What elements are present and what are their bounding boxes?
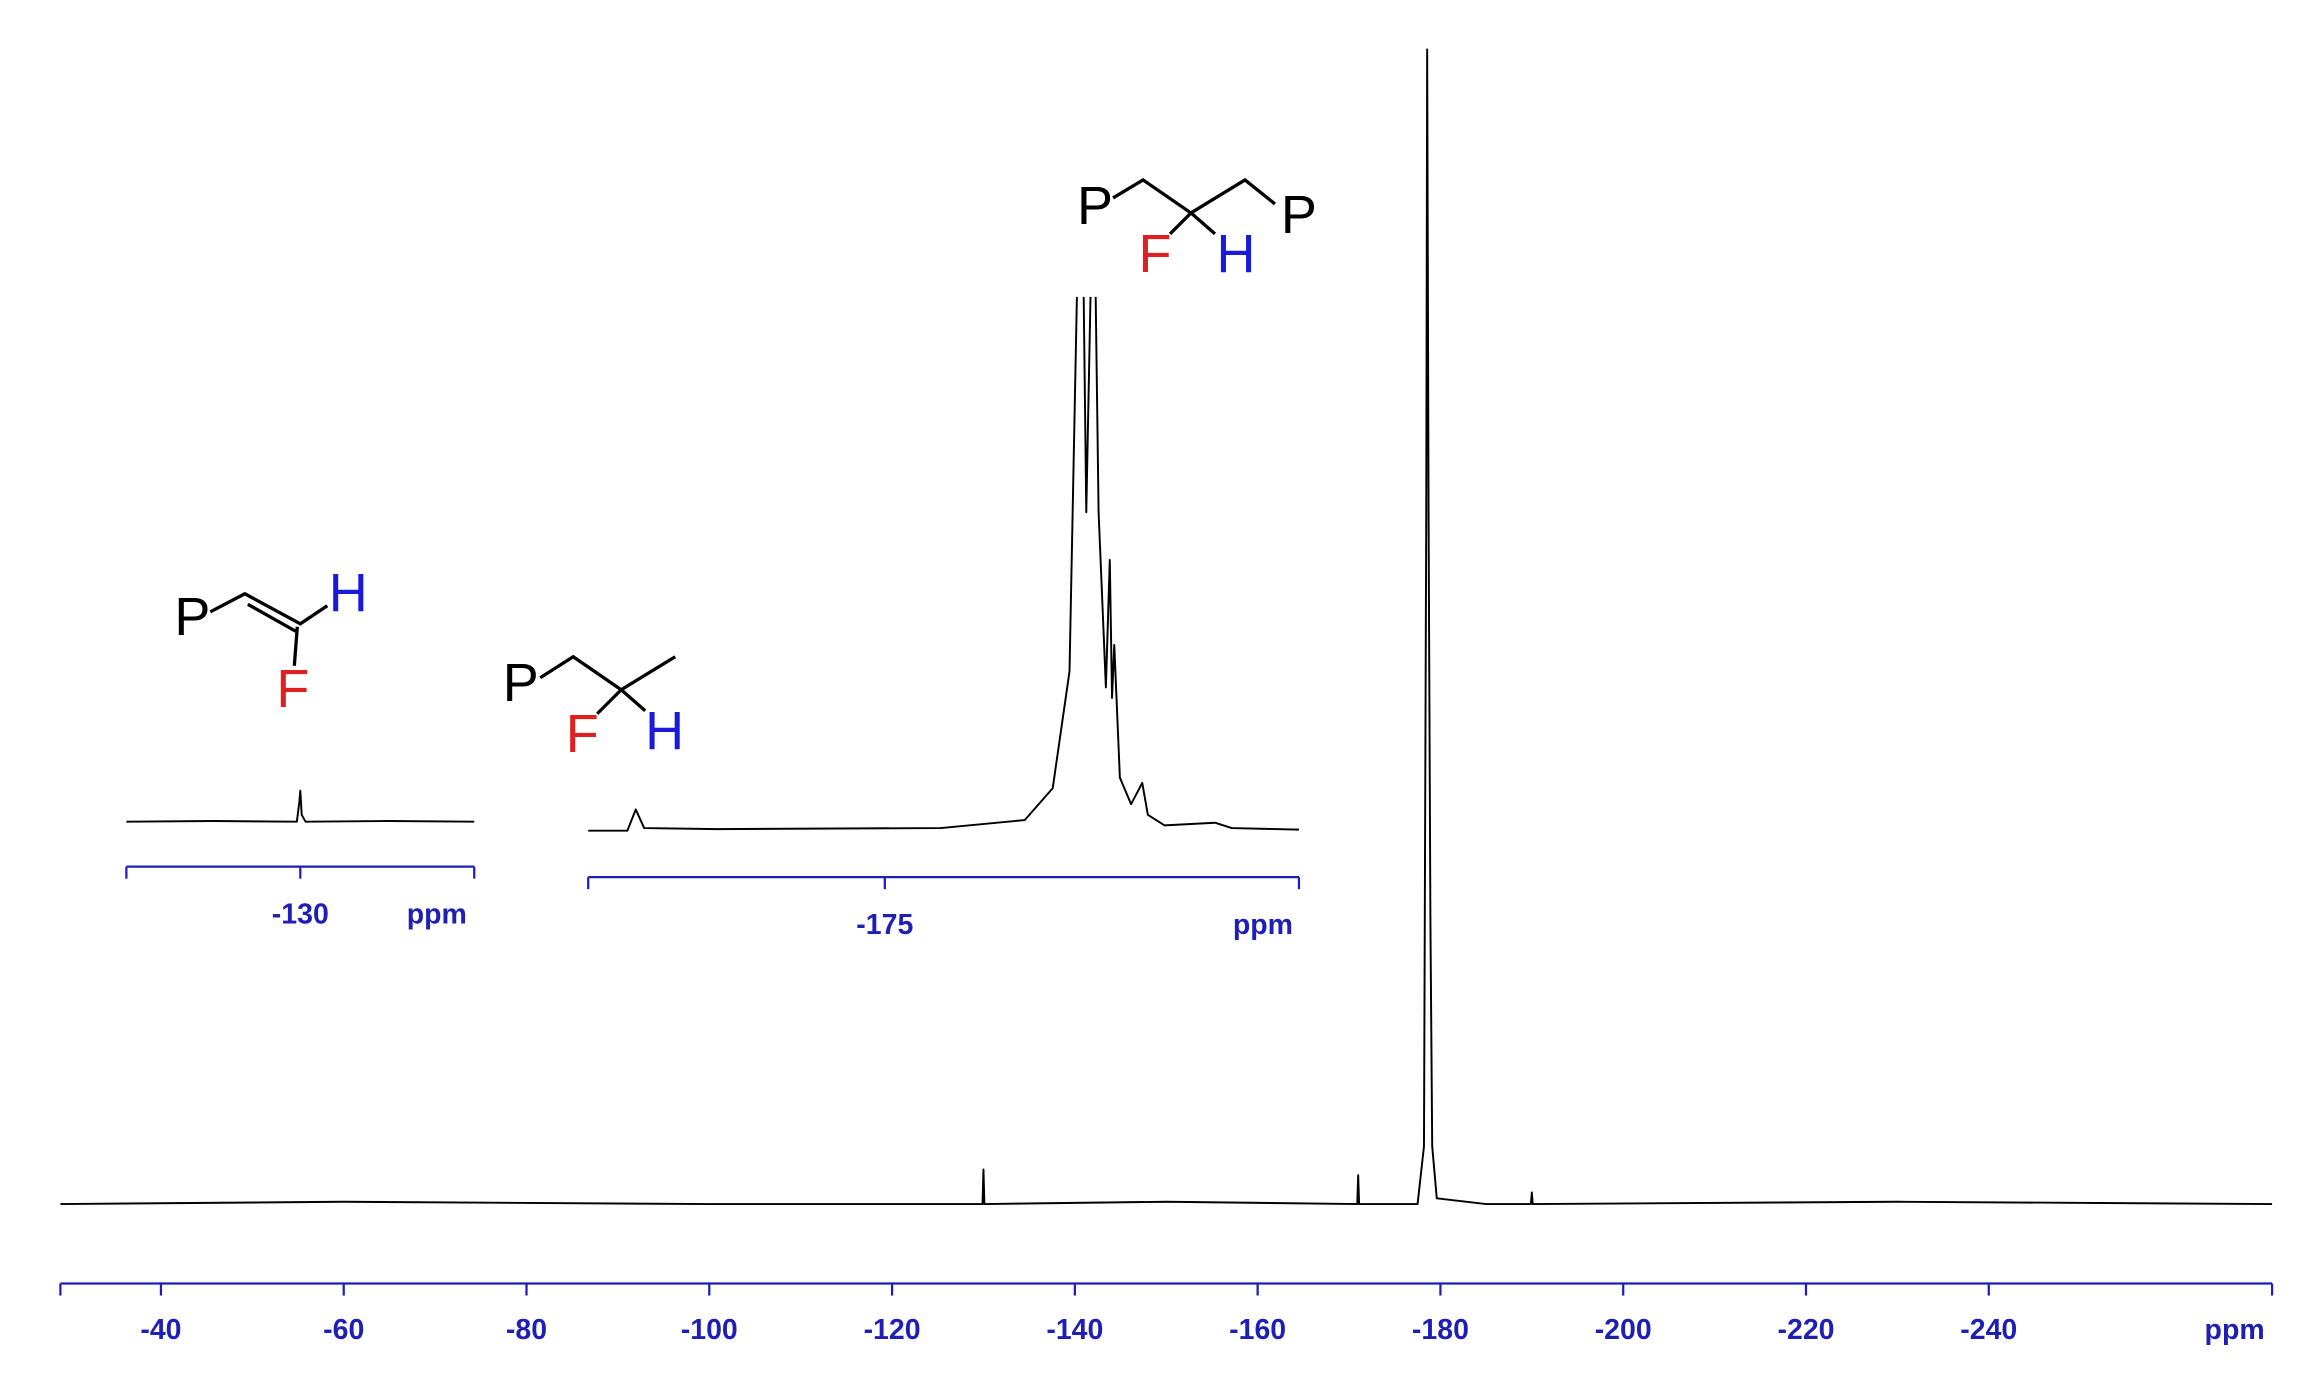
atom-label: P bbox=[1077, 176, 1113, 236]
atom-label: F bbox=[1139, 224, 1172, 284]
bond bbox=[596, 688, 647, 715]
spectrum-line bbox=[60, 48, 2273, 1206]
x-tick-label: -200 bbox=[1595, 1314, 1652, 1346]
atom-label: P bbox=[174, 587, 210, 647]
bond bbox=[247, 602, 297, 633]
x-axis-unit: ppm bbox=[1233, 909, 1293, 941]
bond bbox=[1168, 211, 1217, 236]
x-tick-label: -160 bbox=[1229, 1314, 1286, 1346]
atom-label: H bbox=[329, 563, 368, 623]
atom-label: H bbox=[645, 701, 684, 761]
x-tick-label: -140 bbox=[1046, 1314, 1103, 1346]
x-tick-label: -220 bbox=[1778, 1314, 1835, 1346]
x-tick-label: -180 bbox=[1412, 1314, 1469, 1346]
x-axis-unit: ppm bbox=[407, 899, 467, 931]
x-tick-label: -120 bbox=[864, 1314, 921, 1346]
atom-label: F bbox=[276, 659, 309, 719]
x-tick-label: -175 bbox=[856, 909, 913, 941]
atom-label: H bbox=[1216, 224, 1255, 284]
spectrum-line bbox=[588, 296, 1299, 832]
x-axis-unit: ppm bbox=[2205, 1314, 2265, 1346]
bond bbox=[292, 626, 299, 666]
structure-bonds bbox=[209, 177, 1276, 715]
bond bbox=[539, 654, 677, 692]
x-tick-label: -60 bbox=[323, 1314, 364, 1346]
x-tick-label: -100 bbox=[681, 1314, 738, 1346]
atom-label: P bbox=[1281, 185, 1317, 245]
atom-label: P bbox=[503, 653, 539, 713]
x-tick-label: -80 bbox=[506, 1314, 547, 1346]
atom-label: F bbox=[566, 704, 599, 764]
bond bbox=[209, 591, 329, 626]
x-tick-label: -40 bbox=[140, 1314, 181, 1346]
spectrum-line bbox=[126, 789, 475, 823]
x-tick-label: -240 bbox=[1960, 1314, 2017, 1346]
bond bbox=[1112, 177, 1276, 215]
x-tick-label: -130 bbox=[272, 899, 329, 931]
